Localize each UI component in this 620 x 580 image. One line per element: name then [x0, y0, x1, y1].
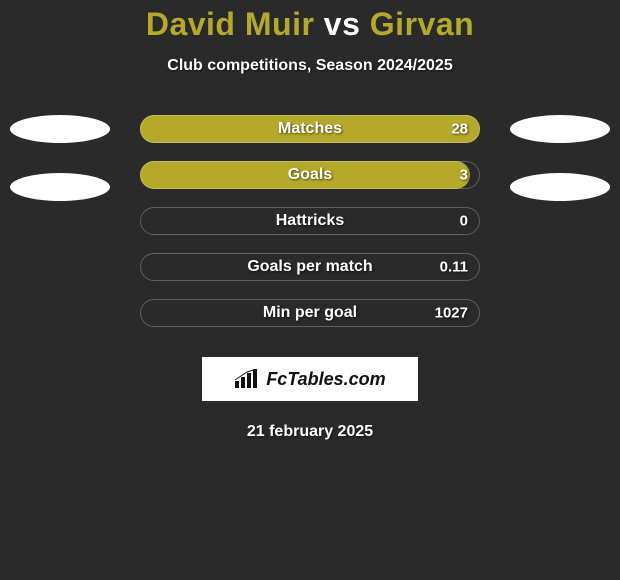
bar-outline: [140, 115, 480, 143]
chart-area: Matches28 Goals3 Hattricks0 Goals per match…: [0, 115, 620, 327]
bar-list: Matches28 Goals3 Hattricks0 Goals per match…: [140, 115, 480, 327]
footer-logo: FcTables.com: [202, 357, 418, 401]
decorative-ellipse: [10, 173, 110, 201]
bar-row: Matches28: [140, 115, 480, 143]
bar-row: Goals3: [140, 161, 480, 189]
decorative-ellipse: [10, 115, 110, 143]
left-ellipse-stack: [10, 115, 110, 201]
footer-logo-text: FcTables.com: [266, 369, 385, 390]
page-title: David Muir vs Girvan: [0, 6, 620, 43]
title-team: Girvan: [370, 6, 474, 42]
footer-date: 21 february 2025: [0, 423, 620, 441]
right-ellipse-stack: [510, 115, 610, 201]
decorative-ellipse: [510, 173, 610, 201]
bar-outline: [140, 253, 480, 281]
bar-row: Hattricks0: [140, 207, 480, 235]
bar-row: Min per goal1027: [140, 299, 480, 327]
title-vs: vs: [314, 6, 369, 42]
bar-outline: [140, 161, 480, 189]
stats-infographic: David Muir vs Girvan Club competitions, …: [0, 6, 620, 580]
bar-outline: [140, 299, 480, 327]
page-subtitle: Club competitions, Season 2024/2025: [0, 57, 620, 75]
title-player: David Muir: [146, 6, 315, 42]
chart-icon: [234, 369, 260, 389]
bar-outline: [140, 207, 480, 235]
bar-row: Goals per match0.11: [140, 253, 480, 281]
decorative-ellipse: [510, 115, 610, 143]
